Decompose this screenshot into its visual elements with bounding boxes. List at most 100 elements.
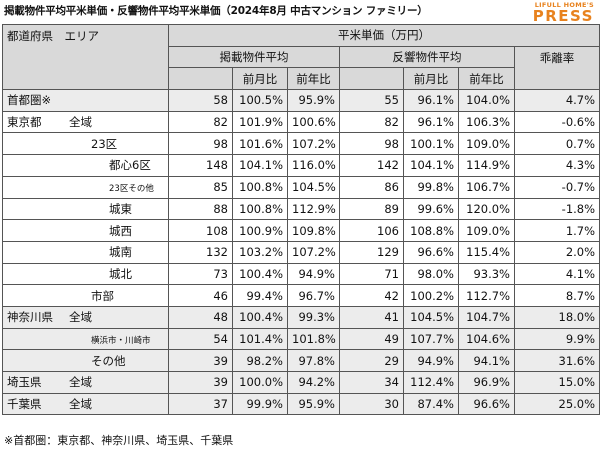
- prefecture-label: 神奈川県: [7, 310, 53, 325]
- cell-l-yoy: 96.7%: [287, 284, 340, 307]
- cell-l-val: 108: [168, 219, 233, 242]
- cell-r-yoy: 96.9%: [458, 371, 515, 394]
- cell-l-yoy: 116.0%: [287, 154, 340, 177]
- cell-div: 2.0%: [513, 240, 600, 264]
- cell-r-mom: 94.9%: [403, 349, 459, 372]
- price-table: 都道府県 エリア 平米単価（万円） 掲載物件平均 反響物件平均 乖離率 前月比 …: [2, 23, 600, 416]
- prefecture-label: 千葉県: [7, 397, 42, 412]
- cell-l-val: 132: [168, 240, 233, 264]
- cell-l-val: 54: [168, 327, 233, 351]
- row-area-cell: 首都圏※: [2, 89, 169, 112]
- cell-l-val: 58: [168, 89, 233, 112]
- cell-l-mom: 104.1%: [232, 154, 288, 177]
- cell-l-yoy: 94.9%: [287, 262, 340, 286]
- cell-r-val: 106: [339, 219, 404, 242]
- row-area-cell: 埼玉県 全域: [2, 371, 169, 394]
- cell-r-yoy: 96.6%: [458, 392, 515, 416]
- cell-r-yoy: 104.0%: [458, 89, 515, 112]
- cell-r-yoy: 106.7%: [458, 175, 515, 199]
- row-area-cell: 市部: [2, 284, 169, 307]
- cell-div: -0.6%: [513, 110, 600, 134]
- row-area-cell: 神奈川県 全域: [2, 305, 169, 329]
- cell-l-mom: 101.4%: [232, 327, 288, 351]
- cell-r-yoy: 104.7%: [458, 305, 515, 329]
- header-group: 平米単価（万円）: [167, 24, 600, 47]
- table-row: 城西 108 100.9% 109.8% 106 108.8% 109.0% 1.7%: [2, 219, 600, 242]
- cell-l-mom: 103.2%: [232, 240, 288, 264]
- prefecture-label: 埼玉県: [7, 375, 42, 390]
- cell-l-yoy: 95.9%: [287, 89, 340, 112]
- cell-r-val: 142: [339, 154, 404, 177]
- row-area-cell: その他: [2, 349, 169, 372]
- cell-r-val: 86: [339, 175, 404, 199]
- prefecture-label: 東京都: [7, 115, 42, 130]
- cell-l-mom: 99.4%: [232, 284, 288, 307]
- header-listed-mom: 前月比: [232, 67, 288, 91]
- row-area-cell: 城北: [2, 262, 169, 286]
- cell-div: 15.0%: [513, 371, 600, 394]
- cell-r-val: 82: [339, 110, 404, 134]
- table-row: 城東 88 100.8% 112.9% 89 99.6% 120.0% -1.8%: [2, 197, 600, 221]
- cell-r-mom: 96.1%: [403, 110, 459, 134]
- footnote: ※首都圏：東京都、神奈川県、埼玉県、千葉県: [4, 434, 234, 447]
- cell-r-mom: 96.6%: [403, 240, 459, 264]
- cell-div: 4.3%: [513, 154, 600, 177]
- table-row: 埼玉県 全域 39 100.0% 94.2% 34 112.4% 96.9% 15.0%: [2, 371, 600, 394]
- cell-l-mom: 100.4%: [232, 262, 288, 286]
- row-area-cell: 23区その他: [2, 175, 169, 199]
- area-label: 23区: [91, 136, 118, 151]
- row-area-cell: 千葉県 全域: [2, 392, 169, 416]
- cell-r-mom: 108.8%: [403, 219, 459, 242]
- area-label: 城東: [109, 201, 132, 216]
- cell-r-val: 89: [339, 197, 404, 221]
- area-label: 全域: [69, 375, 92, 390]
- cell-r-mom: 100.1%: [403, 132, 459, 156]
- table-row: 城南 132 103.2% 107.2% 129 96.6% 115.4% 2.0%: [2, 240, 600, 264]
- row-area-cell: 都心6区: [2, 154, 169, 177]
- cell-l-mom: 100.8%: [232, 175, 288, 199]
- cell-l-mom: 100.9%: [232, 219, 288, 242]
- table-row: 23区 98 101.6% 107.2% 98 100.1% 109.0% 0.7%: [2, 132, 600, 156]
- cell-r-mom: 104.5%: [403, 305, 459, 329]
- header-response: 反響物件平均: [339, 45, 515, 69]
- cell-r-val: 98: [339, 132, 404, 156]
- cell-div: -0.7%: [513, 175, 600, 199]
- area-label: 城南: [109, 245, 132, 260]
- area-label: 城西: [109, 223, 132, 238]
- table-row: 横浜市・川崎市 54 101.4% 101.8% 49 107.7% 104.6% 9.9%: [2, 327, 600, 351]
- area-label: 都心6区: [109, 158, 151, 173]
- cell-r-val: 41: [339, 305, 404, 329]
- header-response-value: [339, 67, 404, 91]
- area-label: その他: [91, 353, 126, 368]
- header-listed: 掲載物件平均: [168, 45, 340, 69]
- table-row: 23区その他 85 100.8% 104.5% 86 99.8% 106.7% -0.7%: [2, 175, 600, 199]
- cell-r-mom: 100.2%: [403, 284, 459, 307]
- cell-l-mom: 98.2%: [232, 349, 288, 372]
- row-area-cell: 城西: [2, 219, 169, 242]
- cell-l-yoy: 97.8%: [287, 349, 340, 372]
- table-row: 千葉県 全域 37 99.9% 95.9% 30 87.4% 96.6% 25.0%: [2, 392, 600, 416]
- cell-l-val: 46: [168, 284, 233, 307]
- cell-r-yoy: 115.4%: [458, 240, 515, 264]
- cell-l-yoy: 101.8%: [287, 327, 340, 351]
- area-label: 城北: [109, 266, 132, 281]
- table-row: 東京都 全域 82 101.9% 100.6% 82 96.1% 106.3% -0.6%: [2, 110, 600, 134]
- cell-l-val: 39: [168, 371, 233, 394]
- cell-l-yoy: 112.9%: [287, 197, 340, 221]
- cell-r-val: 55: [339, 89, 404, 112]
- cell-l-val: 85: [168, 175, 233, 199]
- page-title: 掲載物件平均平米単価・反響物件平均平米単価（2024年8月 中古マンション ファ…: [4, 5, 428, 17]
- table-row: 都心6区 148 104.1% 116.0% 142 104.1% 114.9% 4.3%: [2, 154, 600, 177]
- cell-r-yoy: 109.0%: [458, 219, 515, 242]
- cell-r-mom: 98.0%: [403, 262, 459, 286]
- cell-r-mom: 96.1%: [403, 89, 459, 112]
- cell-div: 1.7%: [513, 219, 600, 242]
- table-row: 神奈川県 全域 48 100.4% 99.3% 41 104.5% 104.7% 18.0%: [2, 305, 600, 329]
- cell-r-mom: 112.4%: [403, 371, 459, 394]
- cell-div: 9.9%: [513, 327, 600, 351]
- cell-r-mom: 87.4%: [403, 392, 459, 416]
- cell-div: 25.0%: [513, 392, 600, 416]
- table-row: その他 39 98.2% 97.8% 29 94.9% 94.1% 31.6%: [2, 349, 600, 372]
- cell-r-yoy: 112.7%: [458, 284, 515, 307]
- cell-l-yoy: 107.2%: [287, 132, 340, 156]
